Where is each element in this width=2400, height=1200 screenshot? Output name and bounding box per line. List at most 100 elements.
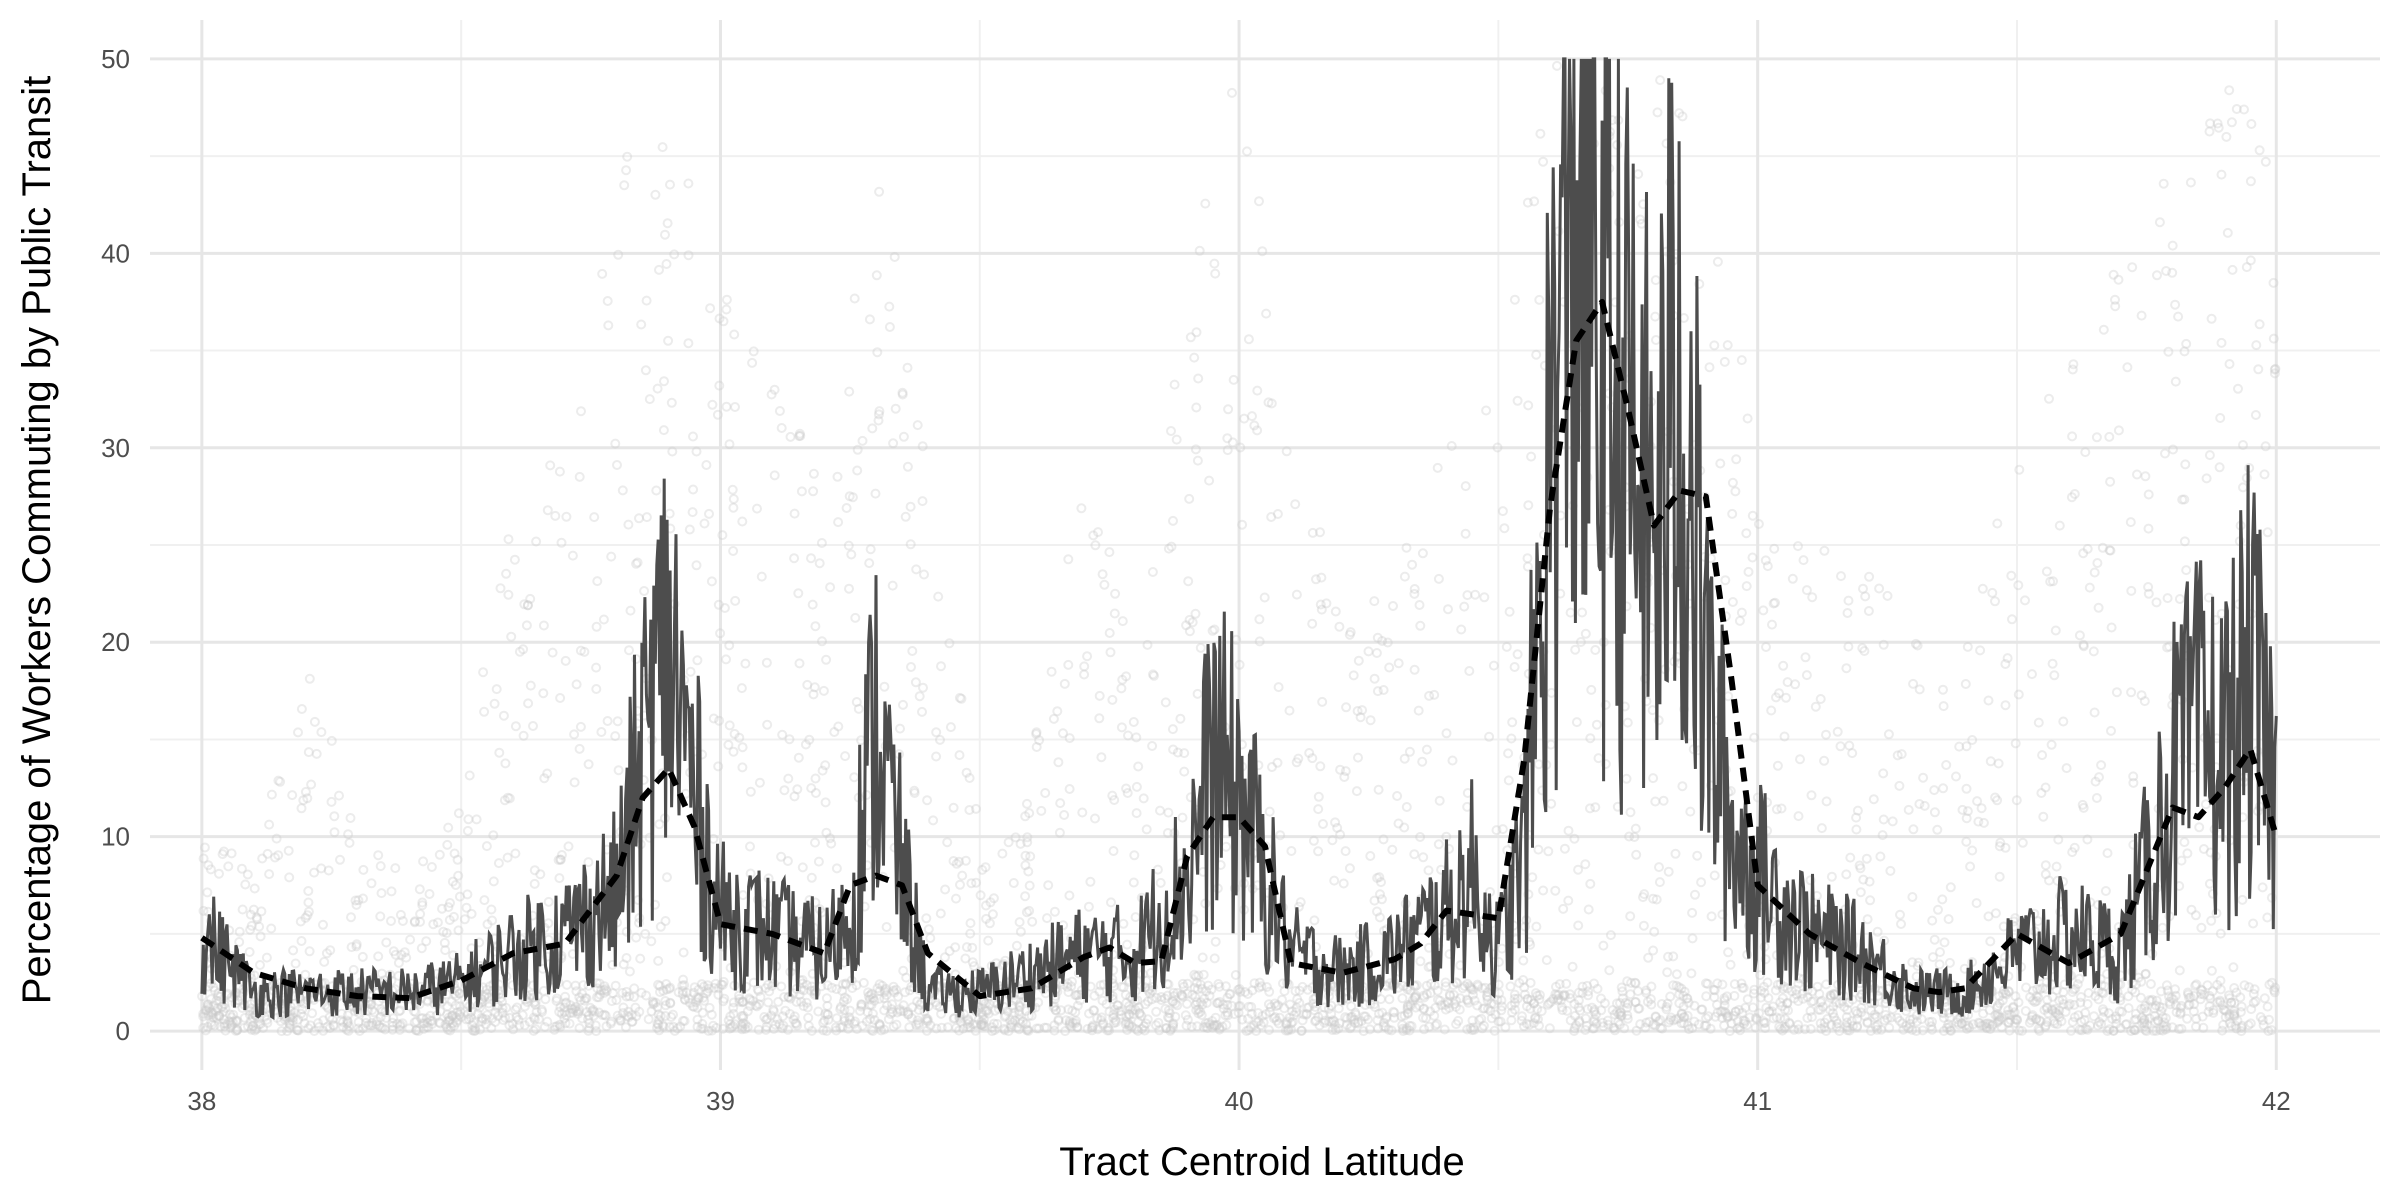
scatter-point xyxy=(1541,955,1552,966)
scatter-point xyxy=(1014,1024,1025,1035)
scatter-point xyxy=(2262,1001,2273,1012)
scatter-point xyxy=(1249,1020,1260,1031)
scatter-point xyxy=(1938,684,1948,695)
scatter-point xyxy=(581,993,592,1004)
scatter-point xyxy=(791,1018,802,1029)
y-tick-label: 30 xyxy=(101,433,130,463)
scatter-point xyxy=(2245,1018,2256,1029)
scatter-point xyxy=(965,928,976,939)
scatter-point xyxy=(1227,1000,1237,1011)
scatter-point xyxy=(1709,340,1720,351)
scatter-point xyxy=(1864,571,1875,582)
y-tick-label: 10 xyxy=(101,822,130,852)
scatter-point xyxy=(624,645,634,656)
scatter-point xyxy=(1409,584,1420,594)
scatter-point xyxy=(1715,458,1726,469)
scatter-point xyxy=(218,1014,229,1025)
y-tick-label: 40 xyxy=(101,238,130,268)
scatter-point xyxy=(1372,686,1383,697)
scatter-point xyxy=(1488,660,1499,671)
scatter-point xyxy=(275,776,286,787)
scatter-point xyxy=(2207,986,2218,997)
scatter-point xyxy=(1115,1006,1126,1016)
scatter-point xyxy=(538,620,549,631)
scatter-point xyxy=(1798,555,1809,566)
scatter-point xyxy=(393,957,404,968)
scatter-point xyxy=(376,968,387,979)
scatter-point xyxy=(285,1020,296,1031)
scatter-point xyxy=(821,1026,832,1036)
scatter-point xyxy=(2143,489,2154,500)
scatter-point xyxy=(1828,1001,1839,1012)
scatter-point xyxy=(465,1012,476,1023)
scatter-point xyxy=(573,1008,583,1019)
scatter-point xyxy=(525,593,536,604)
scatter-point xyxy=(839,1013,850,1024)
scatter-point xyxy=(782,856,793,866)
scatter-point xyxy=(1482,990,1492,1001)
scatter-point xyxy=(763,997,774,1008)
scatter-point xyxy=(249,883,260,894)
scatter-point xyxy=(1831,997,1842,1008)
scatter-point xyxy=(1689,1000,1700,1011)
scatter-point xyxy=(2028,985,2038,996)
scatter-point xyxy=(1861,853,1872,864)
scatter-point xyxy=(1407,559,1418,570)
scatter-point xyxy=(2120,1019,2131,1030)
scatter-point xyxy=(1272,757,1283,768)
scatter-point xyxy=(2183,989,2194,1000)
scatter-point xyxy=(373,850,384,861)
scatter-point xyxy=(2254,319,2265,330)
scatter-point xyxy=(866,999,877,1010)
scatter-point xyxy=(1423,865,1434,876)
scatter-point xyxy=(2171,1007,2182,1018)
scatter-point xyxy=(967,957,978,968)
scatter-point xyxy=(830,1022,841,1033)
scatter-point xyxy=(982,1005,993,1016)
scatter-point xyxy=(214,1010,225,1021)
scatter-point xyxy=(206,1007,217,1018)
scatter-point xyxy=(971,1019,982,1030)
scatter-point xyxy=(2181,565,2192,576)
scatter-point xyxy=(1301,1008,1312,1019)
scatter-point xyxy=(418,856,429,867)
scatter-point xyxy=(2157,1002,2168,1013)
scatter-point xyxy=(1252,385,1263,396)
scatter-point xyxy=(1021,1019,1032,1030)
scatter-point xyxy=(451,1012,461,1023)
scatter-point xyxy=(2191,1021,2201,1032)
scatter-point xyxy=(2263,1026,2274,1036)
scatter-point xyxy=(2212,118,2223,129)
scatter-point xyxy=(2070,983,2081,994)
scatter-point xyxy=(1841,1012,1852,1023)
scatter-point xyxy=(453,808,464,819)
scatter-point xyxy=(1839,1001,1850,1012)
scatter-point xyxy=(2063,1000,2074,1011)
scatter-point xyxy=(237,1003,248,1013)
scatter-point xyxy=(411,1025,422,1036)
scatter-point xyxy=(891,1019,902,1030)
scatter-point xyxy=(1031,1023,1042,1034)
scatter-point xyxy=(2042,994,2053,1005)
scatter-point xyxy=(1945,1025,1956,1036)
scatter-point xyxy=(1413,705,1424,716)
scatter-point xyxy=(243,1021,253,1032)
scatter-point xyxy=(211,1012,222,1023)
scatter-point xyxy=(1404,1020,1415,1031)
scatter-point xyxy=(2020,595,2030,606)
scatter-point xyxy=(1844,1025,1855,1036)
scatter-point xyxy=(1542,999,1553,1010)
scatter-point xyxy=(1523,889,1534,900)
scatter-point xyxy=(2149,1011,2160,1021)
scatter-point xyxy=(318,1025,329,1036)
scatter-point xyxy=(714,313,725,324)
scatter-point xyxy=(1640,1022,1651,1033)
scatter-point xyxy=(2092,1020,2103,1031)
scatter-point xyxy=(1254,636,1265,647)
scatter-point xyxy=(1263,999,1274,1010)
scatter-point xyxy=(1643,952,1654,963)
scatter-point xyxy=(975,890,986,901)
scatter-point xyxy=(1596,1005,1607,1016)
scatter-point xyxy=(271,833,282,844)
scatter-point xyxy=(1122,1025,1133,1035)
